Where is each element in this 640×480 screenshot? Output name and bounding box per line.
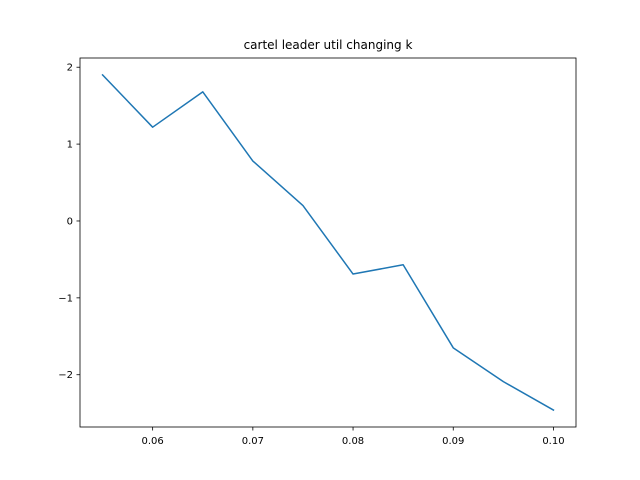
x-tick-label: 0.06 [142, 436, 164, 447]
y-tick-label: 2 [67, 63, 73, 74]
y-tick-label: −1 [58, 293, 73, 304]
y-tick-label: −2 [58, 370, 73, 381]
series-layer [101, 73, 555, 412]
plot-area-frame [79, 57, 577, 428]
series-line [101, 73, 555, 412]
y-tick-label: 0 [67, 216, 73, 227]
chart-title: cartel leader util changing k [244, 38, 413, 52]
x-tick-label: 0.09 [442, 436, 464, 447]
x-tick-label: 0.08 [342, 436, 364, 447]
x-tick-label: 0.10 [542, 436, 564, 447]
y-tick-label: 1 [67, 140, 73, 151]
x-axis-ticks: 0.06 0.07 0.08 0.09 0.10 [142, 427, 565, 447]
x-tick-label: 0.07 [242, 436, 264, 447]
y-axis-ticks: 2 1 0 −1 −2 [58, 63, 80, 381]
